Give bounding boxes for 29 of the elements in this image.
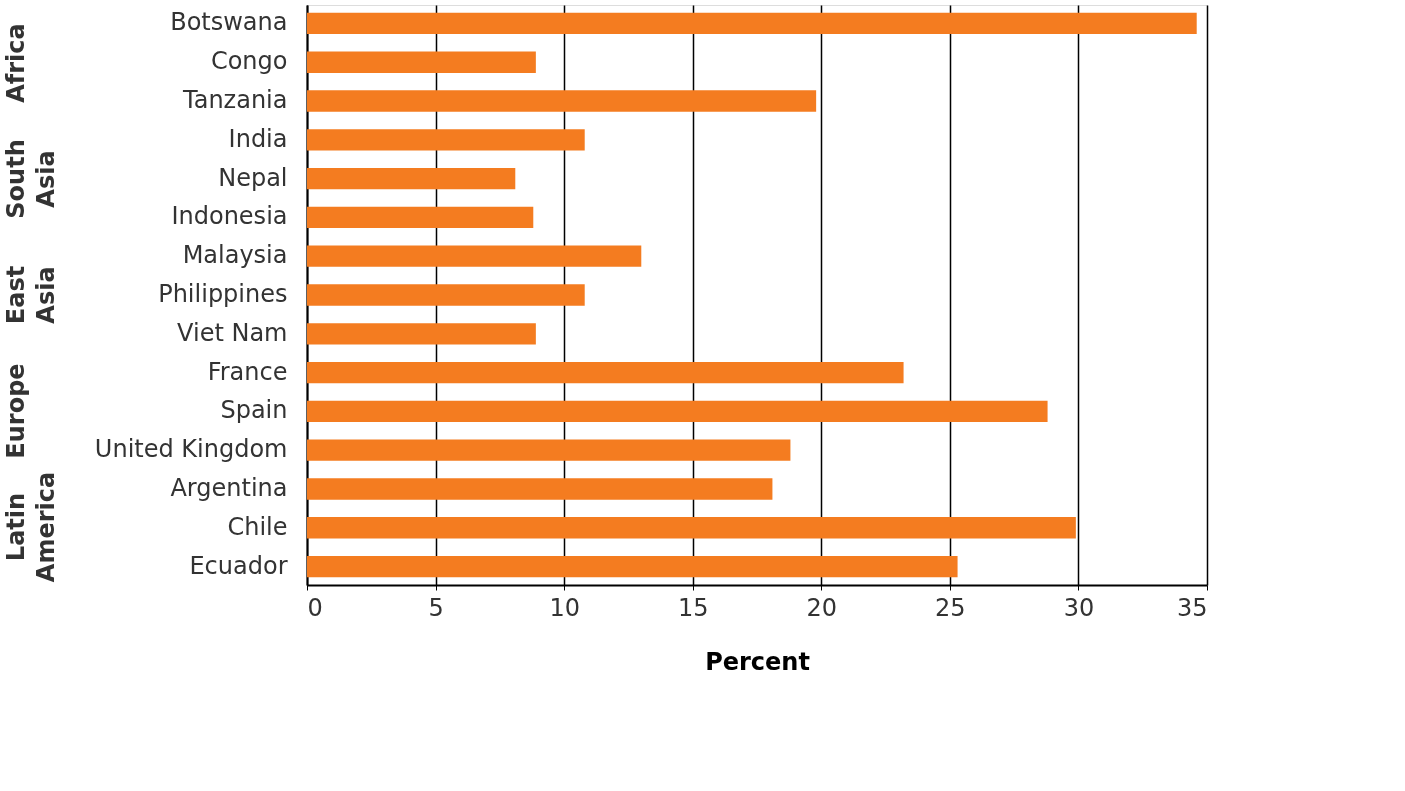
x-tick-label: 5: [428, 593, 444, 622]
y-tick-label: Viet Nam: [177, 318, 288, 347]
y-tick-label: United Kingdom: [94, 435, 288, 464]
x-tick-label: 0: [307, 593, 323, 622]
y-tick-label: Botswana: [170, 8, 288, 37]
text: Latin America: [2, 471, 60, 583]
x-tick-label: 25: [935, 593, 966, 622]
y-tick-label: Spain: [220, 396, 288, 425]
x-tick-label: 15: [677, 593, 709, 622]
y-tick-label: India: [228, 124, 288, 153]
y-tick-label: Chile: [227, 512, 288, 541]
text: Europe: [2, 363, 30, 459]
x-tick-label: 10: [549, 593, 580, 622]
x-tick-label: 20: [806, 593, 838, 622]
y-tick-label: Congo: [210, 47, 288, 76]
text: Africa: [2, 23, 30, 103]
text: East Asia: [2, 265, 60, 325]
y-tick-label: Nepal: [218, 163, 288, 192]
x-axis-title: Percent: [705, 647, 810, 676]
y-tick-label: Malaysia: [182, 241, 288, 270]
y-tick-label: Ecuador: [189, 551, 288, 580]
text: South Asia: [2, 139, 60, 219]
y-tick-label: Philippines: [158, 280, 288, 308]
y-tick-label: Argentina: [170, 473, 288, 502]
y-tick-label: France: [207, 357, 288, 386]
y-tick-label: Indonesia: [171, 202, 288, 231]
x-tick-label: 30: [1063, 593, 1095, 622]
x-tick-label: 35: [1176, 593, 1208, 622]
y-tick-label: Tanzania: [182, 86, 288, 115]
